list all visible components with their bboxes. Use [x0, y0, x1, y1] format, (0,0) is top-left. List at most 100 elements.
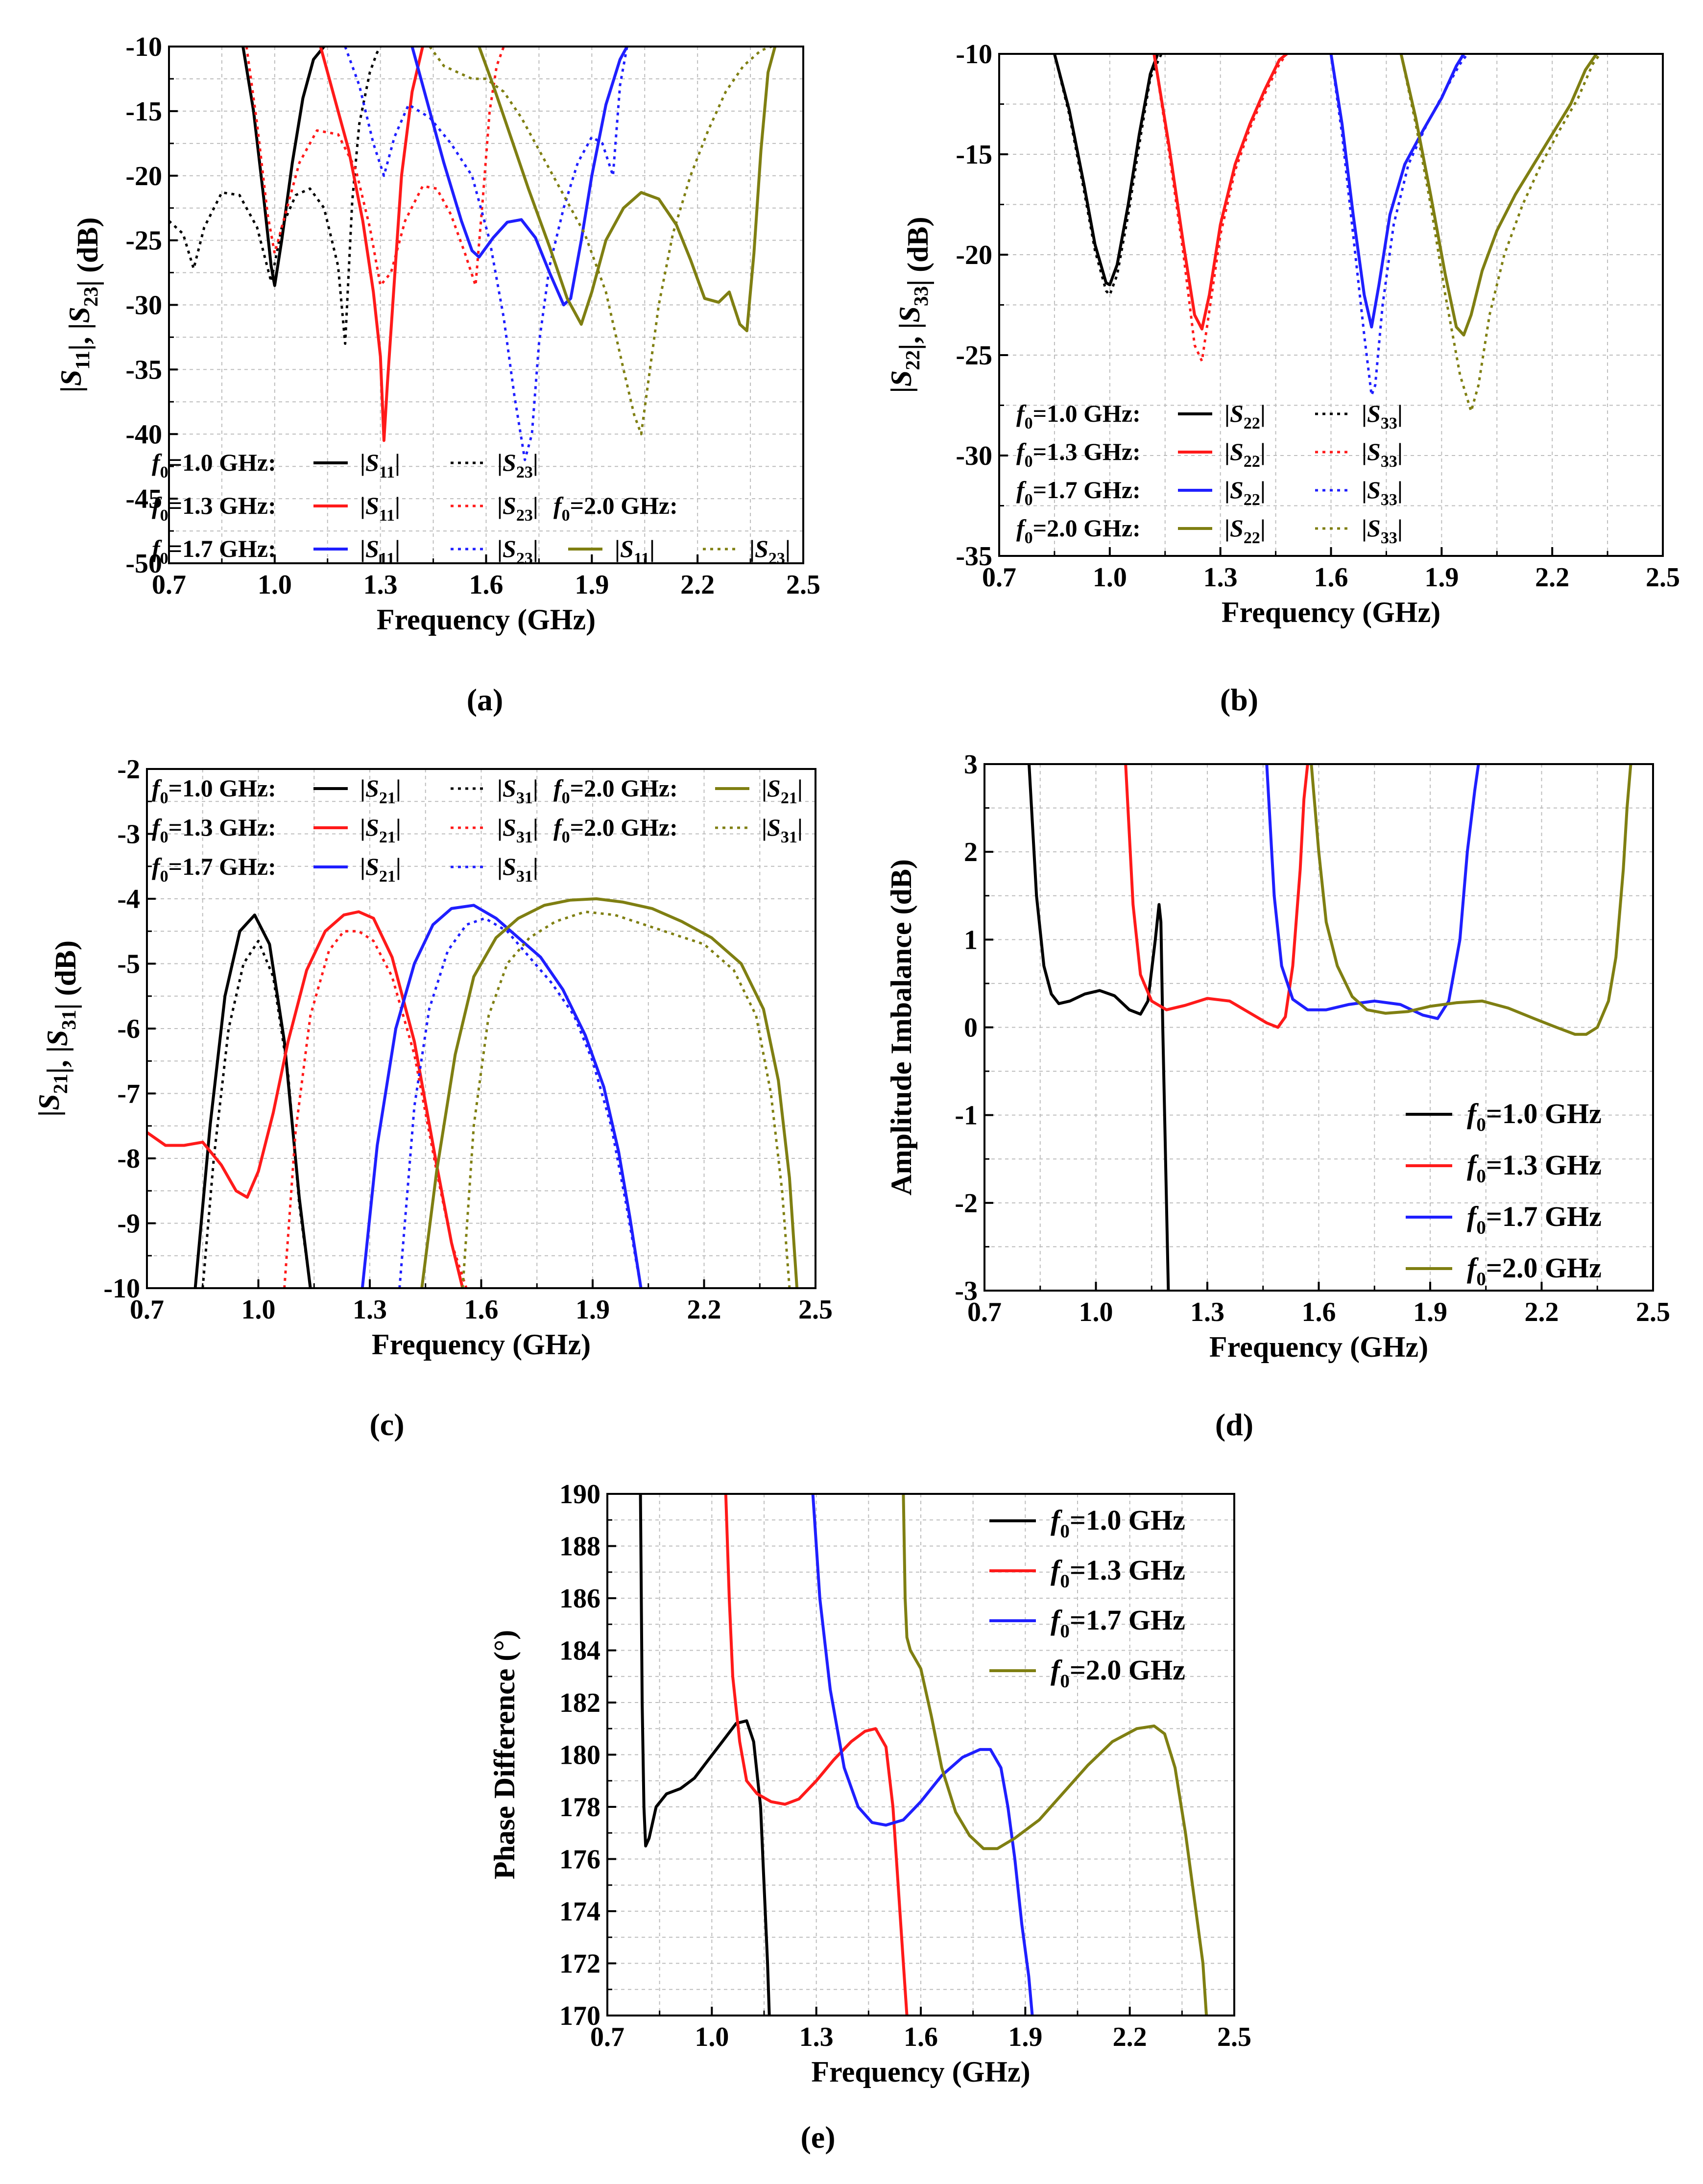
series-line-a-3: [245, 47, 505, 287]
legend-entry: f0=1.3 GHz: [1051, 1554, 1185, 1592]
x-tick-label: 1.3: [353, 1295, 387, 1325]
chart-d: 0.7 1.0 1.3 1.6 1.9 2.2 2.5 3 2 1 0 -1 -2 -3 Frequency…: [885, 749, 1670, 1442]
x-tick-label: 1.9: [576, 1295, 610, 1325]
legend-entry: |S11|: [360, 535, 400, 568]
x-axis-label: Frequency (GHz): [1222, 596, 1440, 628]
x-tick-label: 0.7: [967, 1297, 1002, 1327]
x-tick-label: 1.3: [363, 570, 398, 600]
legend-group-label: f0=2.0 GHz:: [1016, 514, 1141, 547]
legend-entry: f0=1.7 GHz: [1467, 1200, 1602, 1238]
y-tick-label: -4: [117, 884, 140, 914]
x-tick-label: 1.0: [1093, 562, 1127, 593]
series-line-c-1: [201, 939, 312, 1288]
series-line-c-5: [398, 917, 643, 1288]
series-line-c-7: [461, 911, 791, 1288]
y-tick-label: 182: [559, 1688, 600, 1718]
series-line-c-6: [420, 897, 799, 1288]
series-line-a-2: [319, 47, 424, 442]
legend-entry: |S21|: [360, 814, 401, 846]
legend-group-label: f0=1.3 GHz:: [1016, 438, 1141, 471]
y-tick-label: -20: [956, 240, 992, 270]
x-tick-label: 1.6: [904, 2022, 938, 2052]
series-line-b-6: [1399, 54, 1598, 336]
legend: f0=1.0 GHz: |S22| |S33| f0=1.3 GHz: |S22| |S3…: [1016, 400, 1403, 547]
y-tick-label: 3: [964, 749, 978, 780]
legend-entry: |S21|: [360, 774, 401, 807]
legend-group-label: f0=1.7 GHz:: [152, 535, 276, 568]
figure-caption: (c): [369, 1407, 404, 1442]
series-line-e-0: [639, 1494, 771, 2016]
legend: f0=1.0 GHz: |S21| |S31| f0=1.3 GHz: |S21| |S3…: [152, 774, 803, 886]
legend-entry: f0=2.0 GHz: [1051, 1654, 1185, 1692]
y-tick-label: -2: [117, 754, 140, 785]
legend: f0=1.0 GHz f0=1.3 GHz f0=1.7 GHz f0=2.0 GHz: [989, 1504, 1185, 1692]
series-group: [639, 1494, 1208, 2016]
figure-caption: (e): [800, 2120, 835, 2155]
chart-e: 0.7 1.0 1.3 1.6 1.9 2.2 2.5 190 188 186 184 182 180 1…: [488, 1479, 1251, 2155]
x-tick-label: 1.6: [1302, 1297, 1336, 1327]
y-tick-label: -15: [125, 96, 162, 127]
x-tick-label: 2.5: [786, 570, 820, 600]
series-line-a-1: [169, 47, 382, 345]
x-tick-label: 1.6: [469, 570, 504, 600]
series-group: [147, 897, 799, 1288]
x-axis-label: Frequency (GHz): [811, 2056, 1030, 2088]
legend-entry: |S31|: [497, 814, 538, 846]
x-axis-label: Frequency (GHz): [377, 603, 596, 636]
series-line-d-2: [1265, 764, 1480, 1020]
y-axis-label: |S11|, |S23| (dB): [55, 217, 104, 393]
legend-entry: f0=1.0 GHz: [1051, 1504, 1185, 1542]
y-tick-label: 186: [559, 1584, 600, 1614]
y-tick-label: -10: [956, 39, 992, 70]
y-tick-label: -6: [117, 1014, 140, 1044]
legend-entry: |S23|: [497, 492, 538, 525]
x-tick-label: 1.9: [1008, 2022, 1042, 2052]
series-line-c-0: [193, 913, 312, 1288]
series-group: [1028, 764, 1632, 1291]
x-tick-label: 1.3: [799, 2022, 834, 2052]
legend-entry: |S31|: [497, 853, 538, 886]
x-tick-label: 1.3: [1190, 1297, 1224, 1327]
y-tick-label: -35: [125, 355, 162, 385]
x-tick-label: 2.2: [680, 570, 715, 600]
legend-entry: f0=1.7 GHz: [1051, 1604, 1185, 1642]
legend-entry: |S31|: [762, 814, 803, 846]
figure-caption: (a): [467, 682, 504, 717]
series-line-c-3: [283, 930, 468, 1288]
y-tick-label: -8: [117, 1144, 140, 1174]
y-axis-label: Amplitude Imbalance (dB): [885, 859, 917, 1196]
y-tick-label: -45: [125, 484, 162, 514]
y-tick-label: 1: [964, 925, 978, 955]
legend-group-label: f0=1.3 GHz:: [152, 814, 276, 846]
y-axis-label: |S21|, |S31| (dB): [33, 940, 82, 1117]
legend-group-label: f0=1.0 GHz:: [152, 774, 276, 807]
y-axis-label: Phase Difference (°): [488, 1630, 521, 1879]
series-line-a-0: [241, 47, 326, 287]
series-group: [1053, 54, 1602, 413]
x-tick-label: 2.5: [1636, 1297, 1670, 1327]
y-tick-label: -10: [125, 32, 162, 62]
legend-entry: |S11|: [360, 449, 400, 481]
x-tick-label: 1.0: [241, 1295, 276, 1325]
y-tick-label: 180: [559, 1740, 600, 1771]
legend-entry: |S33|: [1362, 476, 1403, 509]
y-tick-label: 170: [559, 2001, 600, 2031]
legend-entry: |S23|: [749, 535, 791, 568]
legend-group-label: f0=2.0 GHz:: [553, 774, 678, 807]
y-tick-label: 172: [559, 1949, 600, 1979]
legend-group-label: f0=1.0 GHz:: [152, 449, 276, 481]
x-tick-label: 1.0: [1079, 1297, 1113, 1327]
y-tick-label: -30: [956, 441, 992, 471]
legend-entry: |S22|: [1224, 438, 1266, 471]
x-axis-label: Frequency (GHz): [1209, 1331, 1428, 1363]
series-line-e-3: [902, 1494, 1208, 2016]
x-tick-label: 1.9: [1424, 562, 1459, 593]
y-tick-label: -25: [956, 340, 992, 371]
y-tick-label: -35: [956, 541, 992, 572]
y-tick-label: -1: [955, 1101, 978, 1131]
x-tick-label: 0.7: [152, 570, 186, 600]
x-tick-label: 2.5: [1646, 562, 1680, 593]
x-tick-label: 1.9: [1413, 1297, 1447, 1327]
x-tick-label: 1.3: [1203, 562, 1238, 593]
